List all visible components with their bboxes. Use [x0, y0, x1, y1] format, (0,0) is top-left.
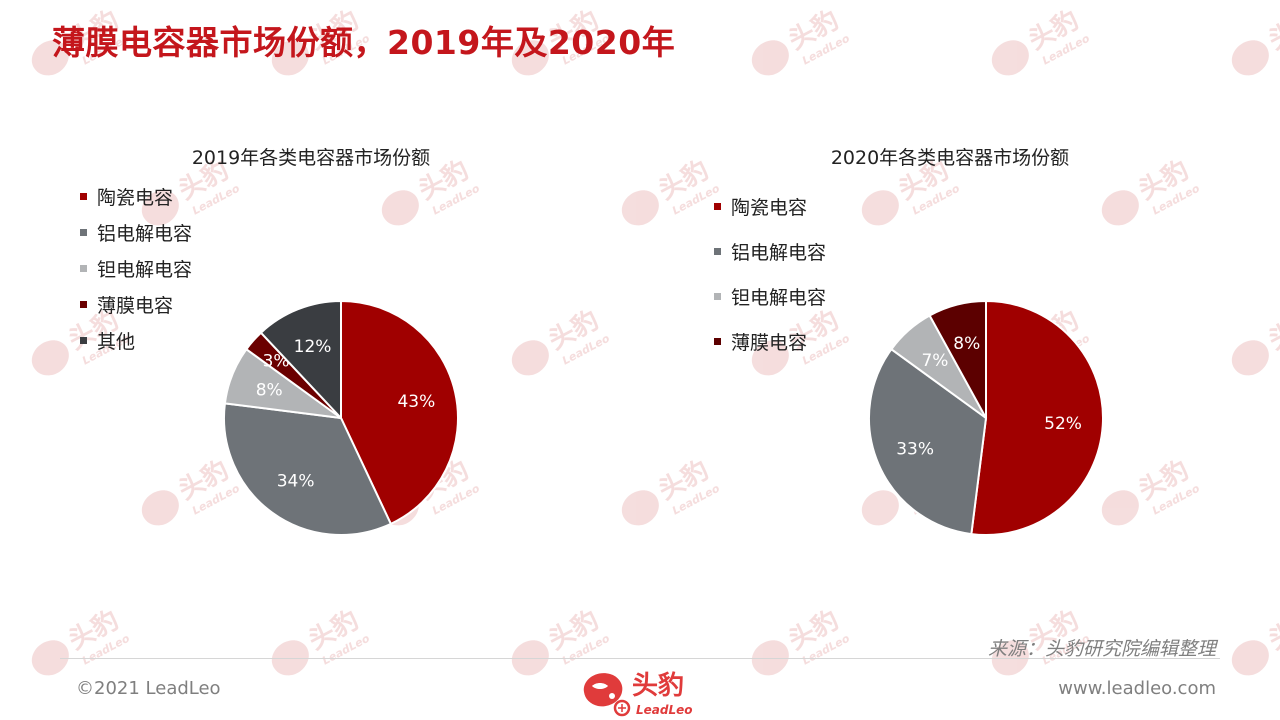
pie-slice	[970, 299, 1104, 536]
pie-chart-2019: 43%34%8%3%12%	[223, 299, 459, 536]
legend-swatch	[714, 293, 721, 300]
legend-item: 钽电解电容	[714, 274, 826, 319]
legend-2019: 陶瓷电容铝电解电容钽电解电容薄膜电容其他	[80, 178, 192, 358]
legend-item: 铝电解电容	[80, 214, 192, 250]
legend-label: 其他	[97, 330, 136, 353]
legend-swatch	[80, 300, 87, 308]
legend-item: 薄膜电容	[80, 286, 192, 322]
legend-swatch	[80, 192, 87, 200]
footer-divider	[60, 658, 1220, 659]
leadleo-logo: 头豹 LeadLeo	[583, 670, 693, 717]
pie-slice	[259, 299, 342, 421]
copyright: ©2021 LeadLeo	[76, 678, 221, 699]
data-label: 52%	[1044, 414, 1082, 434]
page-title: 薄膜电容器市场份额，2019年及2020年	[52, 23, 676, 62]
logo-text-en: LeadLeo	[636, 703, 693, 717]
legend-label: 钽电解电容	[97, 258, 193, 281]
data-label: 12%	[294, 337, 332, 357]
chart-title-2019: 2019年各类电容器市场份额	[191, 147, 431, 169]
logo-text-cn: 头豹	[632, 670, 684, 701]
data-label: 8%	[953, 334, 980, 354]
data-label: 34%	[277, 471, 315, 491]
legend-item: 钽电解电容	[80, 250, 192, 286]
legend-label: 薄膜电容	[97, 294, 174, 317]
legend-item: 薄膜电容	[714, 319, 826, 364]
legend-swatch	[80, 228, 87, 236]
legend-label: 铝电解电容	[731, 242, 827, 264]
pie-slice	[868, 347, 988, 536]
legend-item: 其他	[80, 322, 192, 358]
legend-swatch	[714, 338, 721, 345]
legend-label: 陶瓷电容	[731, 197, 808, 219]
legend-item: 陶瓷电容	[80, 178, 192, 214]
legend-2020: 陶瓷电容铝电解电容钽电解电容薄膜电容	[714, 184, 826, 364]
source-note: 来源：头豹研究院编辑整理	[987, 638, 1216, 660]
data-label: 7%	[921, 351, 948, 371]
legend-swatch	[714, 203, 721, 210]
data-label: 43%	[397, 392, 435, 412]
legend-label: 钽电解电容	[731, 287, 827, 309]
legend-label: 薄膜电容	[731, 332, 808, 354]
legend-label: 铝电解电容	[97, 222, 193, 245]
legend-swatch	[714, 248, 721, 255]
legend-label: 陶瓷电容	[97, 186, 174, 209]
legend-item: 铝电解电容	[714, 229, 826, 274]
pie-slice	[340, 299, 459, 526]
leopard-head-icon	[583, 673, 631, 717]
legend-swatch	[80, 264, 87, 272]
chart-title-2020: 2020年各类电容器市场份额	[830, 147, 1070, 169]
website-url: www.leadleo.com	[1058, 678, 1216, 699]
data-label: 8%	[256, 381, 283, 401]
pie-slice	[223, 402, 393, 536]
legend-item: 陶瓷电容	[714, 184, 826, 229]
legend-swatch	[80, 336, 87, 344]
pie-slice	[928, 299, 987, 419]
data-label: 33%	[896, 440, 934, 460]
pie-chart-2020: 52% 33% 7%8%	[868, 299, 1104, 536]
